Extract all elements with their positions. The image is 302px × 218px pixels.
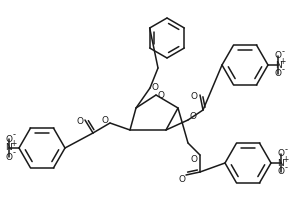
Text: -: - <box>281 65 284 75</box>
Text: -: - <box>281 48 284 56</box>
Text: O: O <box>76 118 83 126</box>
Text: O: O <box>152 83 159 92</box>
Text: O: O <box>278 150 284 158</box>
Text: O: O <box>158 92 165 100</box>
Text: O: O <box>275 70 281 78</box>
Text: O: O <box>278 167 284 177</box>
Text: N: N <box>6 143 12 153</box>
Text: O: O <box>178 175 185 184</box>
Text: +: + <box>10 140 17 148</box>
Text: -: - <box>12 148 15 157</box>
Text: O: O <box>5 135 12 143</box>
Text: O: O <box>191 92 198 102</box>
Text: O: O <box>189 112 197 121</box>
Text: O: O <box>101 116 108 126</box>
Text: O: O <box>275 51 281 61</box>
Text: O: O <box>191 155 198 164</box>
Text: N: N <box>275 61 281 70</box>
Text: +: + <box>279 56 286 65</box>
Text: -: - <box>284 145 288 155</box>
Text: N: N <box>278 158 284 167</box>
Text: -: - <box>284 164 288 172</box>
Text: O: O <box>5 153 12 162</box>
Text: +: + <box>282 155 289 164</box>
Text: -: - <box>12 131 15 140</box>
